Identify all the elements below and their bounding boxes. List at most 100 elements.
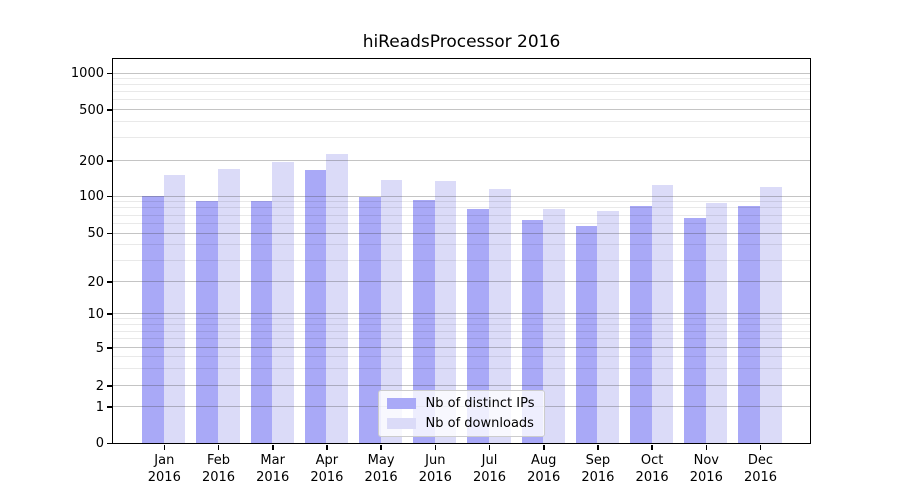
y-tick-mark: [107, 313, 112, 315]
gridline-minor: [113, 137, 810, 139]
x-tick-label: Jan 2016: [132, 452, 196, 486]
legend: Nb of distinct IPs Nb of downloads: [377, 390, 546, 437]
y-tick-mark: [107, 72, 112, 75]
bar-mar-distinct-ips: [250, 201, 273, 443]
bar-oct-distinct-ips: [629, 206, 652, 443]
x-tick-year: 2016: [256, 470, 290, 486]
gridline-minor: [113, 84, 810, 86]
bar-may-downloads: [380, 179, 403, 443]
x-tick-label: Oct 2016: [620, 452, 684, 486]
bar-apr-distinct-ips: [304, 170, 327, 443]
x-tick-month: Jul: [481, 453, 498, 468]
y-tick-label: 2: [95, 378, 104, 394]
y-tick-mark: [107, 195, 112, 198]
x-tick-label: Jun 2016: [403, 452, 467, 486]
y-tick-label: 10: [87, 306, 104, 322]
bar-apr-downloads: [326, 153, 349, 443]
y-tick-mark: [107, 406, 112, 408]
x-tick-year: 2016: [581, 470, 615, 486]
x-tick-mark: [380, 445, 382, 450]
legend-label-downloads: Nb of downloads: [425, 416, 534, 431]
y-tick-mark: [107, 232, 112, 235]
x-tick-mark: [272, 445, 274, 450]
bar-nov-distinct-ips: [684, 218, 706, 443]
y-tick-label: 1000: [70, 66, 104, 81]
x-tick-mark: [597, 445, 599, 450]
y-tick-label: 500: [79, 102, 104, 118]
x-tick-year: 2016: [364, 470, 398, 486]
legend-item-downloads: Nb of downloads: [386, 416, 535, 431]
x-tick-mark: [217, 445, 220, 450]
bar-jun-downloads: [434, 181, 457, 443]
bar-aug-downloads: [543, 209, 565, 443]
legend-swatch-distinct-ips: [386, 398, 416, 409]
bar-jun-distinct-ips: [413, 199, 435, 443]
bar-dec-downloads: [760, 187, 782, 443]
x-tick-label: Jul 2016: [458, 452, 522, 486]
x-tick-label: Dec 2016: [729, 452, 793, 486]
x-tick-mark: [488, 445, 491, 450]
bar-nov-downloads: [705, 202, 728, 443]
y-tick-mark: [107, 109, 112, 111]
x-tick-month: Jun: [425, 453, 446, 468]
x-tick-month: Mar: [260, 453, 285, 468]
x-tick-year: 2016: [472, 470, 507, 486]
legend-item-distinct-ips: Nb of distinct IPs: [386, 396, 535, 411]
x-tick-year: 2016: [147, 470, 181, 486]
x-tick-month: May: [367, 453, 395, 468]
x-tick-label: May 2016: [349, 452, 413, 486]
y-tick-label: 1: [95, 399, 104, 415]
x-tick-mark: [651, 445, 653, 450]
y-tick-label: 100: [79, 189, 104, 204]
plot-area: Nb of distinct IPs Nb of downloads: [112, 58, 811, 444]
x-tick-mark: [759, 445, 762, 450]
legend-label-distinct-ips: Nb of distinct IPs: [425, 396, 535, 411]
y-tick-mark: [107, 160, 112, 162]
x-tick-mark: [705, 445, 707, 450]
x-tick-label: Mar 2016: [241, 452, 305, 486]
y-tick-label: 50: [87, 226, 104, 241]
x-tick-label: Feb 2016: [187, 452, 251, 486]
x-tick-year: 2016: [201, 470, 236, 486]
bar-sep-distinct-ips: [575, 226, 598, 443]
bar-feb-downloads: [218, 168, 240, 443]
y-tick-mark: [107, 281, 112, 283]
x-tick-year: 2016: [418, 470, 452, 486]
x-tick-month: Aug: [530, 453, 557, 468]
bar-feb-distinct-ips: [196, 201, 218, 443]
x-tick-month: Jan: [154, 453, 175, 468]
x-tick-mark: [163, 445, 166, 450]
y-tick-mark: [107, 347, 112, 349]
gridline-minor: [113, 99, 810, 101]
x-tick-year: 2016: [635, 470, 669, 486]
bar-dec-distinct-ips: [738, 206, 760, 443]
bar-mar-downloads: [272, 162, 294, 443]
x-tick-month: Dec: [747, 453, 774, 468]
x-tick-year: 2016: [689, 470, 723, 486]
x-tick-month: Feb: [206, 453, 231, 468]
bar-jul-downloads: [489, 189, 511, 443]
gridline-major: [113, 109, 810, 110]
gridline-minor: [113, 91, 810, 93]
bar-jan-downloads: [163, 175, 186, 443]
bar-aug-distinct-ips: [521, 219, 544, 443]
chart-title: hiReadsProcessor 2016: [362, 32, 561, 52]
x-tick-label: Nov 2016: [674, 452, 738, 486]
y-tick-label: 200: [79, 153, 104, 169]
x-tick-mark: [543, 445, 545, 450]
y-tick-label: 0: [95, 436, 104, 451]
x-tick-year: 2016: [743, 470, 778, 486]
y-tick-mark: [107, 385, 112, 387]
gridline-minor: [113, 121, 810, 123]
x-tick-year: 2016: [527, 470, 561, 486]
gridline-minor: [113, 78, 810, 80]
bar-may-distinct-ips: [358, 196, 381, 443]
legend-swatch-downloads: [386, 418, 416, 429]
x-tick-year: 2016: [310, 470, 344, 486]
x-tick-month: Sep: [585, 453, 611, 468]
bar-jul-distinct-ips: [467, 209, 489, 443]
x-tick-label: Aug 2016: [512, 452, 576, 486]
bar-sep-downloads: [597, 211, 620, 443]
x-tick-label: Sep 2016: [566, 452, 630, 486]
